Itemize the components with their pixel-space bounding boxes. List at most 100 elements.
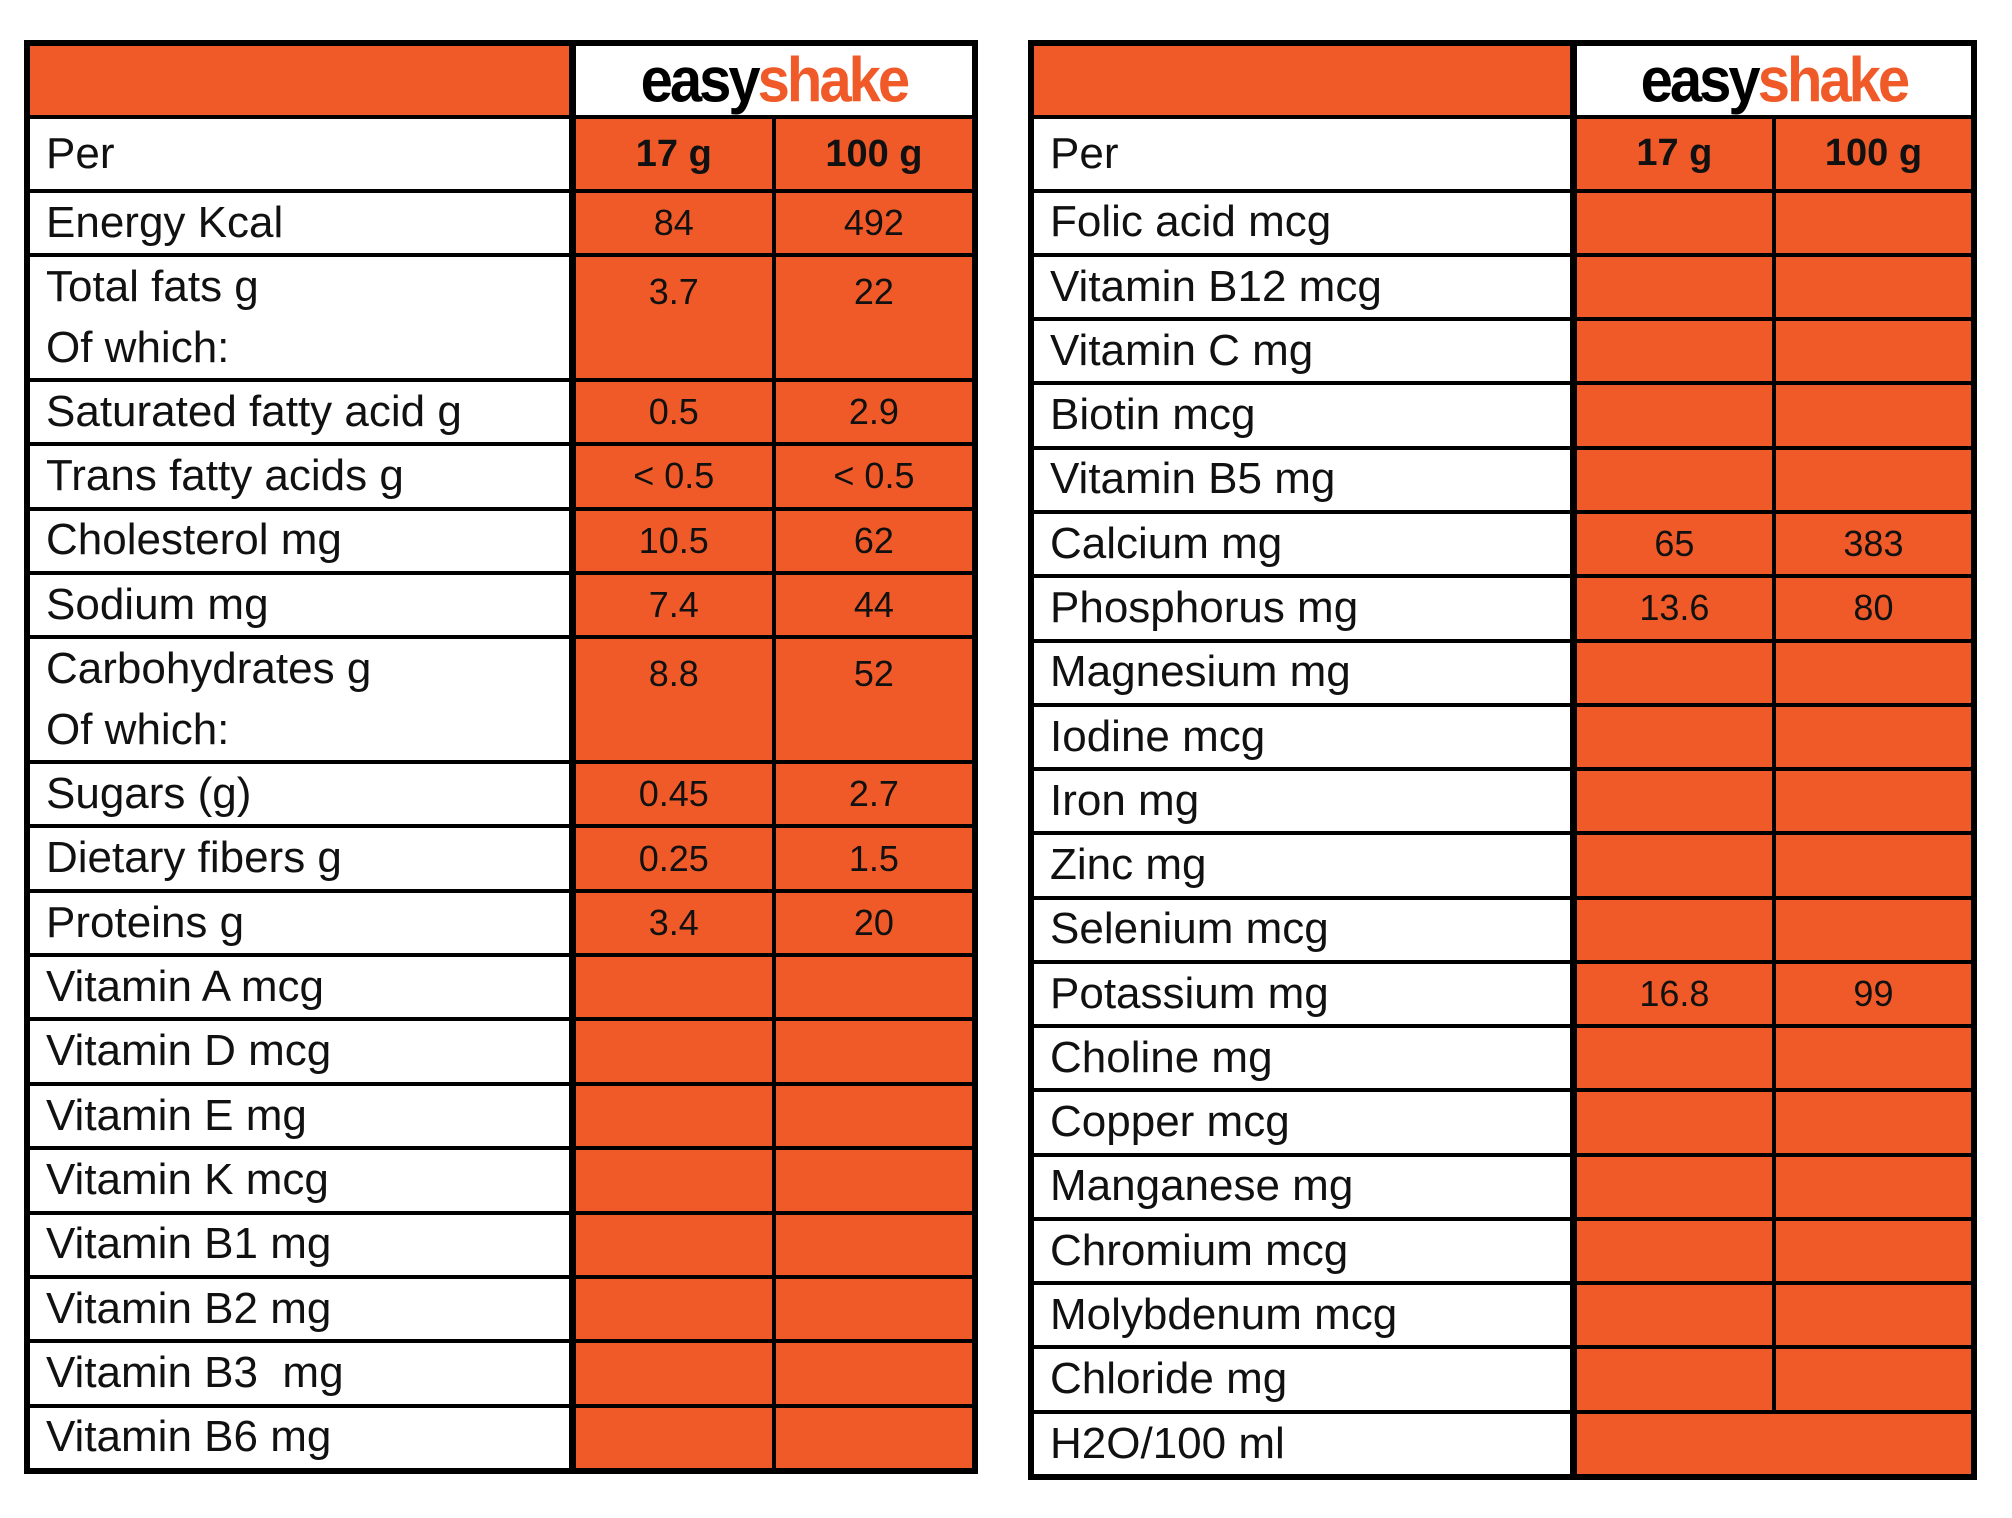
value-cell-100g (775, 1343, 972, 1404)
value-cell-17g (575, 957, 772, 1018)
value-cell-17g: 3.4 (575, 892, 772, 954)
value-cell-17g (1576, 1028, 1772, 1089)
value-cell-17g (575, 1407, 772, 1468)
row-label: Chloride mg (1034, 1349, 1573, 1410)
value-cell-100g: 2.9 (775, 381, 972, 443)
value-cell-17g: 84 (575, 192, 772, 254)
value-cell-17g: 0.45 (575, 764, 772, 825)
value-cell-17g: 7.4 (575, 574, 772, 636)
brand-logo: easy shake (1576, 46, 1971, 116)
value-cell-100g (775, 1214, 972, 1275)
value-cell-100g: 99 (1775, 963, 1971, 1025)
value-cell-17g (1576, 256, 1772, 318)
value-cell-100g (1775, 1285, 1971, 1346)
row-label: Sodium mg (30, 574, 572, 636)
row-label: Saturated fatty acid g (30, 381, 572, 443)
row-label: Dietary fibers g (30, 828, 572, 889)
value-cell-17g (575, 1021, 772, 1082)
value-cell-17g (1576, 642, 1772, 703)
value-cell-100g: 2.7 (775, 764, 972, 825)
value-cell-100g: 492 (775, 192, 972, 254)
value-cell-100g (775, 1150, 972, 1211)
value-cell-100g (1775, 1156, 1971, 1217)
row-label: Vitamin B12 mcg (1034, 256, 1573, 318)
row-label: Vitamin B3 mg (30, 1343, 572, 1404)
value-cell-100g (775, 1021, 972, 1082)
value-cell-100g (1775, 706, 1971, 768)
row-label: Iron mg (1034, 771, 1573, 832)
value-cell-17g (1576, 899, 1772, 960)
column-header-100g: 100 g (1775, 119, 1971, 189)
value-cell-100g (775, 1085, 972, 1147)
row-label: Vitamin B6 mg (30, 1407, 572, 1468)
column-header-100g: 100 g (775, 119, 972, 189)
value-cell-17g: 65 (1576, 513, 1772, 575)
row-label: Carbohydrates g Of which: (30, 639, 572, 761)
brand-logo: easy shake (575, 46, 972, 116)
value-cell-100g (1775, 642, 1971, 703)
value-cell-17g: 8.8 (575, 639, 772, 761)
value-cell-17g: 3.7 (575, 257, 772, 378)
row-label: Phosphorus mg (1034, 578, 1573, 639)
row-label: H2O/100 ml (1034, 1413, 1573, 1474)
value-cell-100g (1775, 771, 1971, 832)
row-label: Molybdenum mcg (1034, 1285, 1573, 1346)
value-cell-100g: 383 (1775, 513, 1971, 575)
value-cell-17g: 0.25 (575, 828, 772, 889)
row-label: Magnesium mg (1034, 642, 1573, 703)
row-label: Cholesterol mg (30, 510, 572, 571)
value-cell-17g (1576, 835, 1772, 896)
row-label: Biotin mcg (1034, 385, 1573, 446)
value-cell-17g (575, 1214, 772, 1275)
value-cell-100g: < 0.5 (775, 446, 972, 507)
row-label: Vitamin E mg (30, 1085, 572, 1147)
brand-logo-shake: shake (1757, 46, 1910, 116)
row-label: Vitamin K mcg (30, 1150, 572, 1211)
row-label: Vitamin B5 mg (1034, 449, 1573, 510)
value-cell-100g: 44 (775, 574, 972, 636)
value-cell-100g (775, 957, 972, 1018)
value-cell-17g (1576, 1349, 1772, 1410)
row-label: Potassium mg (1034, 963, 1573, 1025)
value-cell-100g (775, 1407, 972, 1468)
value-cell-100g: 62 (775, 510, 972, 571)
value-cell-merged (1576, 1413, 1971, 1474)
value-cell-17g (575, 1278, 772, 1340)
value-cell-17g (1576, 385, 1772, 446)
value-cell-17g (1576, 192, 1772, 253)
row-label: Vitamin B1 mg (30, 1214, 572, 1275)
header-spacer-cell (30, 46, 572, 116)
row-label: Trans fatty acids g (30, 446, 572, 507)
value-cell-100g: 20 (775, 892, 972, 954)
value-cell-17g (1576, 1220, 1772, 1282)
row-label: Vitamin A mcg (30, 957, 572, 1018)
value-cell-100g (1775, 1028, 1971, 1089)
value-cell-100g: 1.5 (775, 828, 972, 889)
nutrition-table-macros: easy shake Per 17 g 100 g Energy Kcal 84 492 Tot… (24, 40, 978, 1474)
row-label: Chromium mcg (1034, 1220, 1573, 1282)
value-cell-17g (1576, 1156, 1772, 1217)
value-cell-100g: 52 (775, 639, 972, 761)
value-cell-17g: 13.6 (1576, 578, 1772, 639)
column-header-17g: 17 g (1576, 119, 1772, 189)
value-cell-17g (1576, 706, 1772, 768)
row-label: Vitamin B2 mg (30, 1278, 572, 1340)
value-cell-17g: < 0.5 (575, 446, 772, 507)
per-label: Per (30, 119, 572, 189)
row-label: Folic acid mcg (1034, 192, 1573, 253)
row-label: Selenium mcg (1034, 899, 1573, 960)
row-label: Sugars (g) (30, 764, 572, 825)
value-cell-17g (1576, 1092, 1772, 1153)
value-cell-17g (575, 1150, 772, 1211)
row-label: Iodine mcg (1034, 706, 1573, 768)
row-label: Vitamin D mcg (30, 1021, 572, 1082)
row-label: Copper mcg (1034, 1092, 1573, 1153)
row-label: Proteins g (30, 892, 572, 954)
value-cell-100g (1775, 1349, 1971, 1410)
value-cell-100g: 22 (775, 257, 972, 378)
per-label: Per (1034, 119, 1573, 189)
header-spacer-cell (1034, 46, 1573, 116)
value-cell-17g (1576, 1285, 1772, 1346)
value-cell-17g: 10.5 (575, 510, 772, 571)
nutrition-table-micros: easy shake Per 17 g 100 g Folic acid mcg Vitam… (1028, 40, 1977, 1480)
